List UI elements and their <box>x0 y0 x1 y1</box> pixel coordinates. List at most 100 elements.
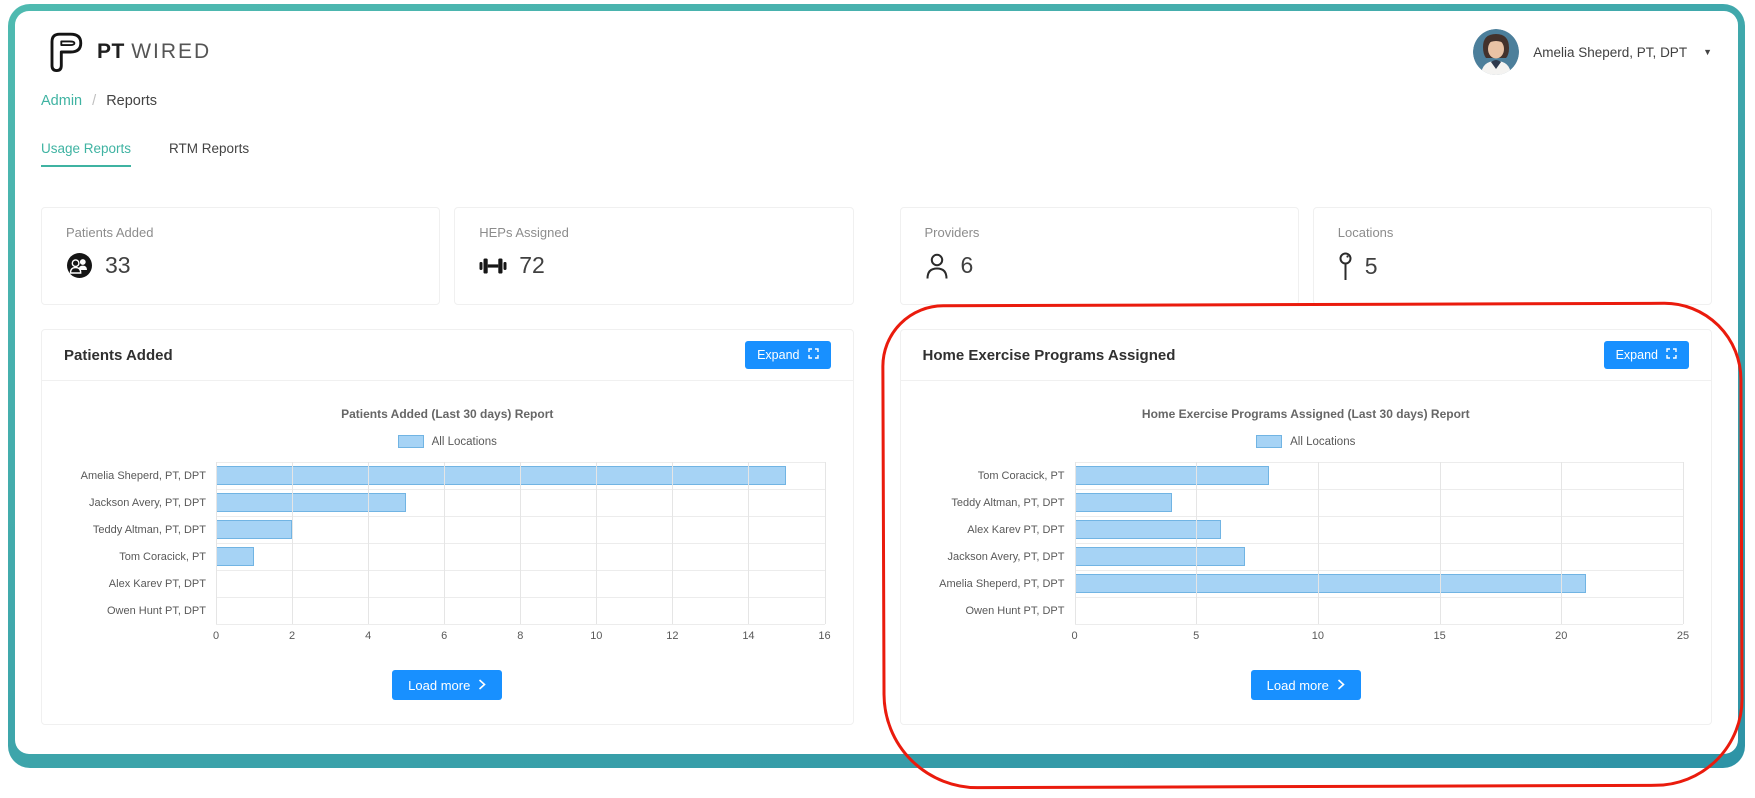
brand-logo: PT WIRED <box>41 28 211 76</box>
x-axis-tick: 0 <box>212 630 220 642</box>
stat-card-heps-assigned: HEPs Assigned 72 <box>454 207 854 305</box>
x-axis-tick: 8 <box>517 630 524 642</box>
gridline <box>1439 462 1441 624</box>
gridline <box>1683 462 1684 624</box>
gridline <box>444 462 446 624</box>
location-pin-icon <box>1338 252 1353 281</box>
caret-down-icon[interactable]: ▼ <box>1703 47 1712 57</box>
stat-value: 33 <box>105 252 131 278</box>
gridline <box>672 462 674 624</box>
load-more-label: Load more <box>1266 677 1329 693</box>
legend-label: All Locations <box>431 435 497 448</box>
bar-chart: Tom Coracick, PT Teddy Altman, PT, DPT Ale… <box>925 462 1690 646</box>
patients-added-panel: Patients Added Expand Patients Added (La… <box>41 329 854 725</box>
expand-icon <box>1666 348 1677 362</box>
category-label: Owen Hunt PT, DPT <box>106 604 206 617</box>
category-label: Tom Coracick, PT <box>119 550 206 563</box>
gridline <box>824 462 826 624</box>
category-label: Jackson Avery, PT, DPT <box>947 550 1065 563</box>
stat-value: 6 <box>960 252 974 278</box>
provider-icon <box>925 252 949 279</box>
bar[interactable] <box>216 466 787 485</box>
gridline <box>1074 462 1076 624</box>
gridline <box>1317 462 1319 624</box>
app-header: PT WIRED Amelia Sheperd, PT, DPT <box>41 11 1712 77</box>
brand-name-light: WIRED <box>131 40 212 63</box>
app-content: PT WIRED Amelia Sheperd, PT, DPT <box>15 11 1738 754</box>
breadcrumb-separator: / <box>92 93 97 109</box>
x-axis-tick: 14 <box>742 630 755 642</box>
bar-chart: Amelia Sheperd, PT, DPT Jackson Avery, PT… <box>66 462 831 646</box>
x-axis-tick: 10 <box>1311 630 1325 642</box>
x-axis-tick: 4 <box>365 630 372 642</box>
category-label: Owen Hunt PT, DPT <box>965 604 1065 617</box>
stat-card-patients-added: Patients Added 33 <box>41 207 441 305</box>
dumbbell-icon <box>479 256 507 276</box>
x-axis-tick: 25 <box>1676 630 1690 642</box>
stats-right-group: Providers 6 Locations <box>899 207 1712 305</box>
bar[interactable] <box>1074 574 1586 593</box>
plot-area <box>216 462 826 625</box>
brand-name: PT WIRED <box>97 40 211 64</box>
gridline <box>368 462 370 624</box>
bar[interactable] <box>1074 466 1270 485</box>
chart-legend[interactable]: All Locations <box>66 435 829 448</box>
chart-title: Patients Added (Last 30 days) Report <box>341 407 554 421</box>
stat-label: HEPs Assigned <box>479 225 569 240</box>
expand-button-label: Expand <box>757 348 800 362</box>
tab-rtm-reports[interactable]: RTM Reports <box>169 141 250 156</box>
chevron-right-icon <box>478 678 487 693</box>
chart-legend[interactable]: All Locations <box>925 435 1688 448</box>
tab-usage-reports[interactable]: Usage Reports <box>41 141 132 167</box>
x-axis: 0 2 4 6 8 10 12 14 16 <box>212 630 831 646</box>
load-more-button[interactable]: Load more <box>1250 670 1361 700</box>
category-label: Jackson Avery, PT, DPT <box>89 496 206 509</box>
breadcrumb: Admin / Reports <box>41 93 1712 109</box>
bar[interactable] <box>1074 547 1245 566</box>
user-menu[interactable]: Amelia Sheperd, PT, DPT ▼ <box>1473 29 1712 75</box>
expand-icon <box>807 348 819 362</box>
x-axis-tick: 0 <box>1071 630 1078 642</box>
category-label: Tom Coracick, PT <box>977 469 1065 482</box>
category-label: Alex Karev PT, DPT <box>108 577 206 590</box>
load-more-button[interactable]: Load more <box>392 670 503 700</box>
stat-label: Locations <box>1337 225 1394 240</box>
bar[interactable] <box>216 547 255 566</box>
stats-left-group: Patients Added 33 <box>41 207 854 305</box>
x-axis-tick: 12 <box>666 630 679 642</box>
category-label: Amelia Sheperd, PT, DPT <box>939 577 1065 590</box>
panel-title: Home Exercise Programs Assigned <box>922 346 1176 364</box>
charts-row: Patients Added Expand Patients Added (La… <box>41 329 1712 725</box>
user-avatar[interactable] <box>1473 29 1520 75</box>
plot-area <box>1074 462 1684 625</box>
gridline <box>1196 462 1198 624</box>
stat-label: Providers <box>924 225 980 240</box>
patients-icon <box>66 252 93 279</box>
pt-wired-logo-icon <box>41 28 85 76</box>
expand-button[interactable]: Expand <box>1603 341 1689 369</box>
category-labels: Tom Coracick, PT Teddy Altman, PT, DPT Ale… <box>925 462 1075 646</box>
bar[interactable] <box>216 493 407 512</box>
x-axis-tick: 10 <box>590 630 603 642</box>
chart-title: Home Exercise Programs Assigned (Last 30… <box>1141 407 1470 421</box>
x-axis-tick: 6 <box>441 630 448 642</box>
chevron-right-icon <box>1337 678 1345 693</box>
bar[interactable] <box>216 520 293 539</box>
stat-value: 72 <box>519 252 545 278</box>
bar[interactable] <box>1074 493 1172 512</box>
breadcrumb-admin-link[interactable]: Admin <box>41 93 83 109</box>
legend-swatch <box>397 435 424 448</box>
stat-card-providers: Providers 6 <box>899 207 1299 305</box>
gridline <box>748 462 750 624</box>
legend-swatch <box>1256 435 1283 448</box>
expand-button[interactable]: Expand <box>745 341 831 369</box>
gridline <box>1561 462 1563 624</box>
x-axis-tick: 20 <box>1555 630 1568 642</box>
user-name[interactable]: Amelia Sheperd, PT, DPT <box>1533 44 1688 60</box>
x-axis-tick: 15 <box>1433 630 1446 642</box>
category-label: Amelia Sheperd, PT, DPT <box>80 469 206 482</box>
x-axis-tick: 16 <box>818 630 831 642</box>
category-label: Alex Karev PT, DPT <box>967 523 1065 536</box>
category-labels: Amelia Sheperd, PT, DPT Jackson Avery, PT… <box>66 462 216 646</box>
bar[interactable] <box>1074 520 1221 539</box>
